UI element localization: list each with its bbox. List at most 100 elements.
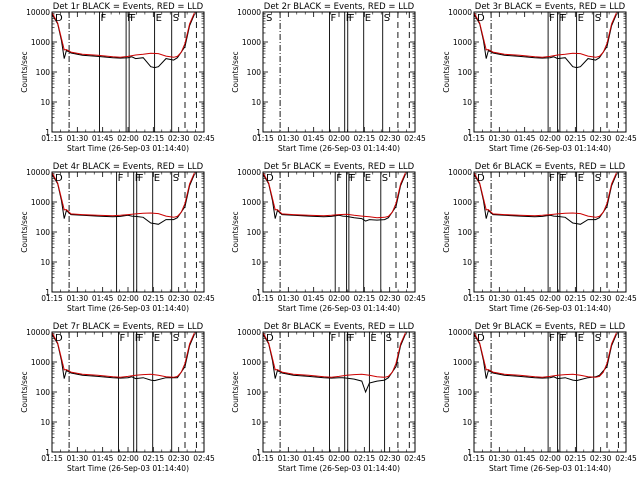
mode-flag-letter: E bbox=[154, 333, 160, 344]
plot-frame bbox=[262, 11, 416, 133]
mode-flag-letter: F bbox=[135, 173, 141, 184]
series-line bbox=[474, 13, 617, 69]
y-tick-label: 10000 bbox=[237, 168, 261, 177]
mode-flag-letter: F bbox=[331, 13, 337, 24]
x-tick-label: 02:00 bbox=[117, 134, 139, 143]
plot-frame bbox=[51, 331, 205, 453]
y-tick-label: 10 bbox=[40, 98, 50, 107]
x-tick-label: 01:45 bbox=[92, 134, 114, 143]
series-line bbox=[263, 172, 406, 219]
mode-flag-letter: E bbox=[578, 333, 584, 344]
y-tick-label: 10 bbox=[40, 418, 50, 427]
detector-panel: Det 3r BLACK = Events, RED = LLD Counts/s… bbox=[442, 2, 637, 153]
x-axis-label: Start Time (26-Sep-03 01:14:40) bbox=[489, 304, 611, 313]
mode-flag-letter: F bbox=[559, 13, 565, 24]
plot-frame bbox=[51, 11, 205, 133]
y-tick-label: 100 bbox=[247, 388, 262, 397]
detector-panel: Det 4r BLACK = Events, RED = LLD Counts/s… bbox=[20, 162, 215, 313]
panel-title: Det 3r BLACK = Events, RED = LLD bbox=[475, 2, 626, 12]
mode-flag-letter: S bbox=[382, 173, 388, 184]
plot-marks bbox=[52, 172, 197, 292]
plot-marks bbox=[474, 12, 619, 132]
mode-flag-letter: F bbox=[135, 333, 141, 344]
series-line bbox=[474, 333, 617, 382]
x-tick-label: 01:30 bbox=[489, 454, 511, 463]
x-tick-label: 01:45 bbox=[303, 134, 325, 143]
plot-frame bbox=[262, 331, 416, 453]
x-tick-label: 01:15 bbox=[252, 454, 274, 463]
mode-flag-letter: F bbox=[559, 333, 565, 344]
x-tick-label: 02:45 bbox=[615, 454, 637, 463]
x-tick-label: 02:30 bbox=[590, 454, 612, 463]
mode-flag-letter: F bbox=[138, 333, 144, 344]
y-axis-label: Counts/sec bbox=[442, 371, 451, 412]
x-tick-label: 02:00 bbox=[117, 454, 139, 463]
panel-title: Det 1r BLACK = Events, RED = LLD bbox=[53, 2, 204, 12]
x-tick-label: 02:45 bbox=[193, 454, 215, 463]
y-axis-label: Counts/sec bbox=[20, 371, 29, 412]
x-tick-label: 02:45 bbox=[404, 294, 426, 303]
panel-title: Det 7r BLACK = Events, RED = LLD bbox=[53, 322, 204, 332]
mode-flag-letter: S bbox=[384, 13, 390, 24]
panel-title: Det 5r BLACK = Events, RED = LLD bbox=[264, 162, 415, 172]
mode-flag-letter: S bbox=[266, 13, 272, 24]
y-tick-label: 10000 bbox=[237, 328, 261, 337]
y-tick-label: 10000 bbox=[448, 328, 472, 337]
mode-flag-letter: F bbox=[118, 173, 124, 184]
x-tick-label: 02:30 bbox=[379, 134, 401, 143]
x-tick-label: 02:15 bbox=[354, 454, 376, 463]
mode-flag-letter: E bbox=[154, 173, 160, 184]
x-axis-label: Start Time (26-Sep-03 01:14:40) bbox=[278, 304, 400, 313]
x-tick-label: 01:15 bbox=[252, 294, 274, 303]
y-tick-label: 1000 bbox=[242, 358, 261, 367]
mode-flag-letter: E bbox=[370, 333, 376, 344]
x-tick-label: 02:30 bbox=[590, 134, 612, 143]
mode-flag-letter: F bbox=[138, 173, 144, 184]
x-tick-label: 02:00 bbox=[328, 294, 350, 303]
x-tick-label: 01:45 bbox=[92, 294, 114, 303]
x-axis-label: Start Time (26-Sep-03 01:14:40) bbox=[489, 464, 611, 473]
plot-marks bbox=[279, 12, 410, 132]
series-line bbox=[52, 172, 195, 218]
series-line bbox=[263, 173, 406, 222]
mode-flag-letter: S bbox=[173, 173, 179, 184]
x-tick-label: 01:45 bbox=[303, 294, 325, 303]
x-tick-label: 01:45 bbox=[514, 454, 536, 463]
detector-panel: Det 6r BLACK = Events, RED = LLD Counts/s… bbox=[442, 162, 637, 313]
y-tick-label: 100 bbox=[36, 388, 51, 397]
mode-flag-letter: E bbox=[365, 13, 371, 24]
panel-title: Det 2r BLACK = Events, RED = LLD bbox=[264, 2, 415, 12]
y-tick-label: 100 bbox=[458, 228, 473, 237]
y-tick-label: 1000 bbox=[453, 198, 472, 207]
mode-flag-letter: F bbox=[561, 173, 567, 184]
x-tick-label: 01:45 bbox=[303, 454, 325, 463]
y-tick-label: 1000 bbox=[453, 38, 472, 47]
mode-flag-letter: F bbox=[350, 173, 356, 184]
series-line bbox=[474, 173, 617, 225]
y-axis-label: Counts/sec bbox=[442, 51, 451, 92]
mode-flag-letter: D bbox=[266, 173, 274, 184]
mode-flag-letter: S bbox=[386, 333, 392, 344]
plot-marks bbox=[263, 332, 410, 452]
series-line bbox=[52, 332, 195, 378]
y-tick-label: 10 bbox=[462, 98, 472, 107]
x-tick-label: 02:45 bbox=[404, 134, 426, 143]
mode-flag-letter: D bbox=[266, 333, 274, 344]
panel-title: Det 9r BLACK = Events, RED = LLD bbox=[475, 322, 626, 332]
plot-marks bbox=[474, 172, 619, 292]
x-tick-label: 02:30 bbox=[168, 454, 190, 463]
x-tick-label: 02:15 bbox=[565, 294, 587, 303]
y-tick-label: 1 bbox=[45, 448, 50, 457]
x-tick-label: 02:15 bbox=[143, 294, 165, 303]
y-axis-label: Counts/sec bbox=[20, 51, 29, 92]
x-tick-label: 02:00 bbox=[539, 294, 561, 303]
mode-flag-letter: D bbox=[55, 173, 63, 184]
x-tick-label: 01:30 bbox=[278, 134, 300, 143]
y-tick-label: 100 bbox=[247, 68, 262, 77]
y-tick-label: 10 bbox=[251, 258, 261, 267]
x-tick-label: 02:45 bbox=[404, 454, 426, 463]
x-tick-label: 02:30 bbox=[590, 294, 612, 303]
y-tick-label: 10 bbox=[251, 418, 261, 427]
x-tick-label: 02:30 bbox=[168, 294, 190, 303]
